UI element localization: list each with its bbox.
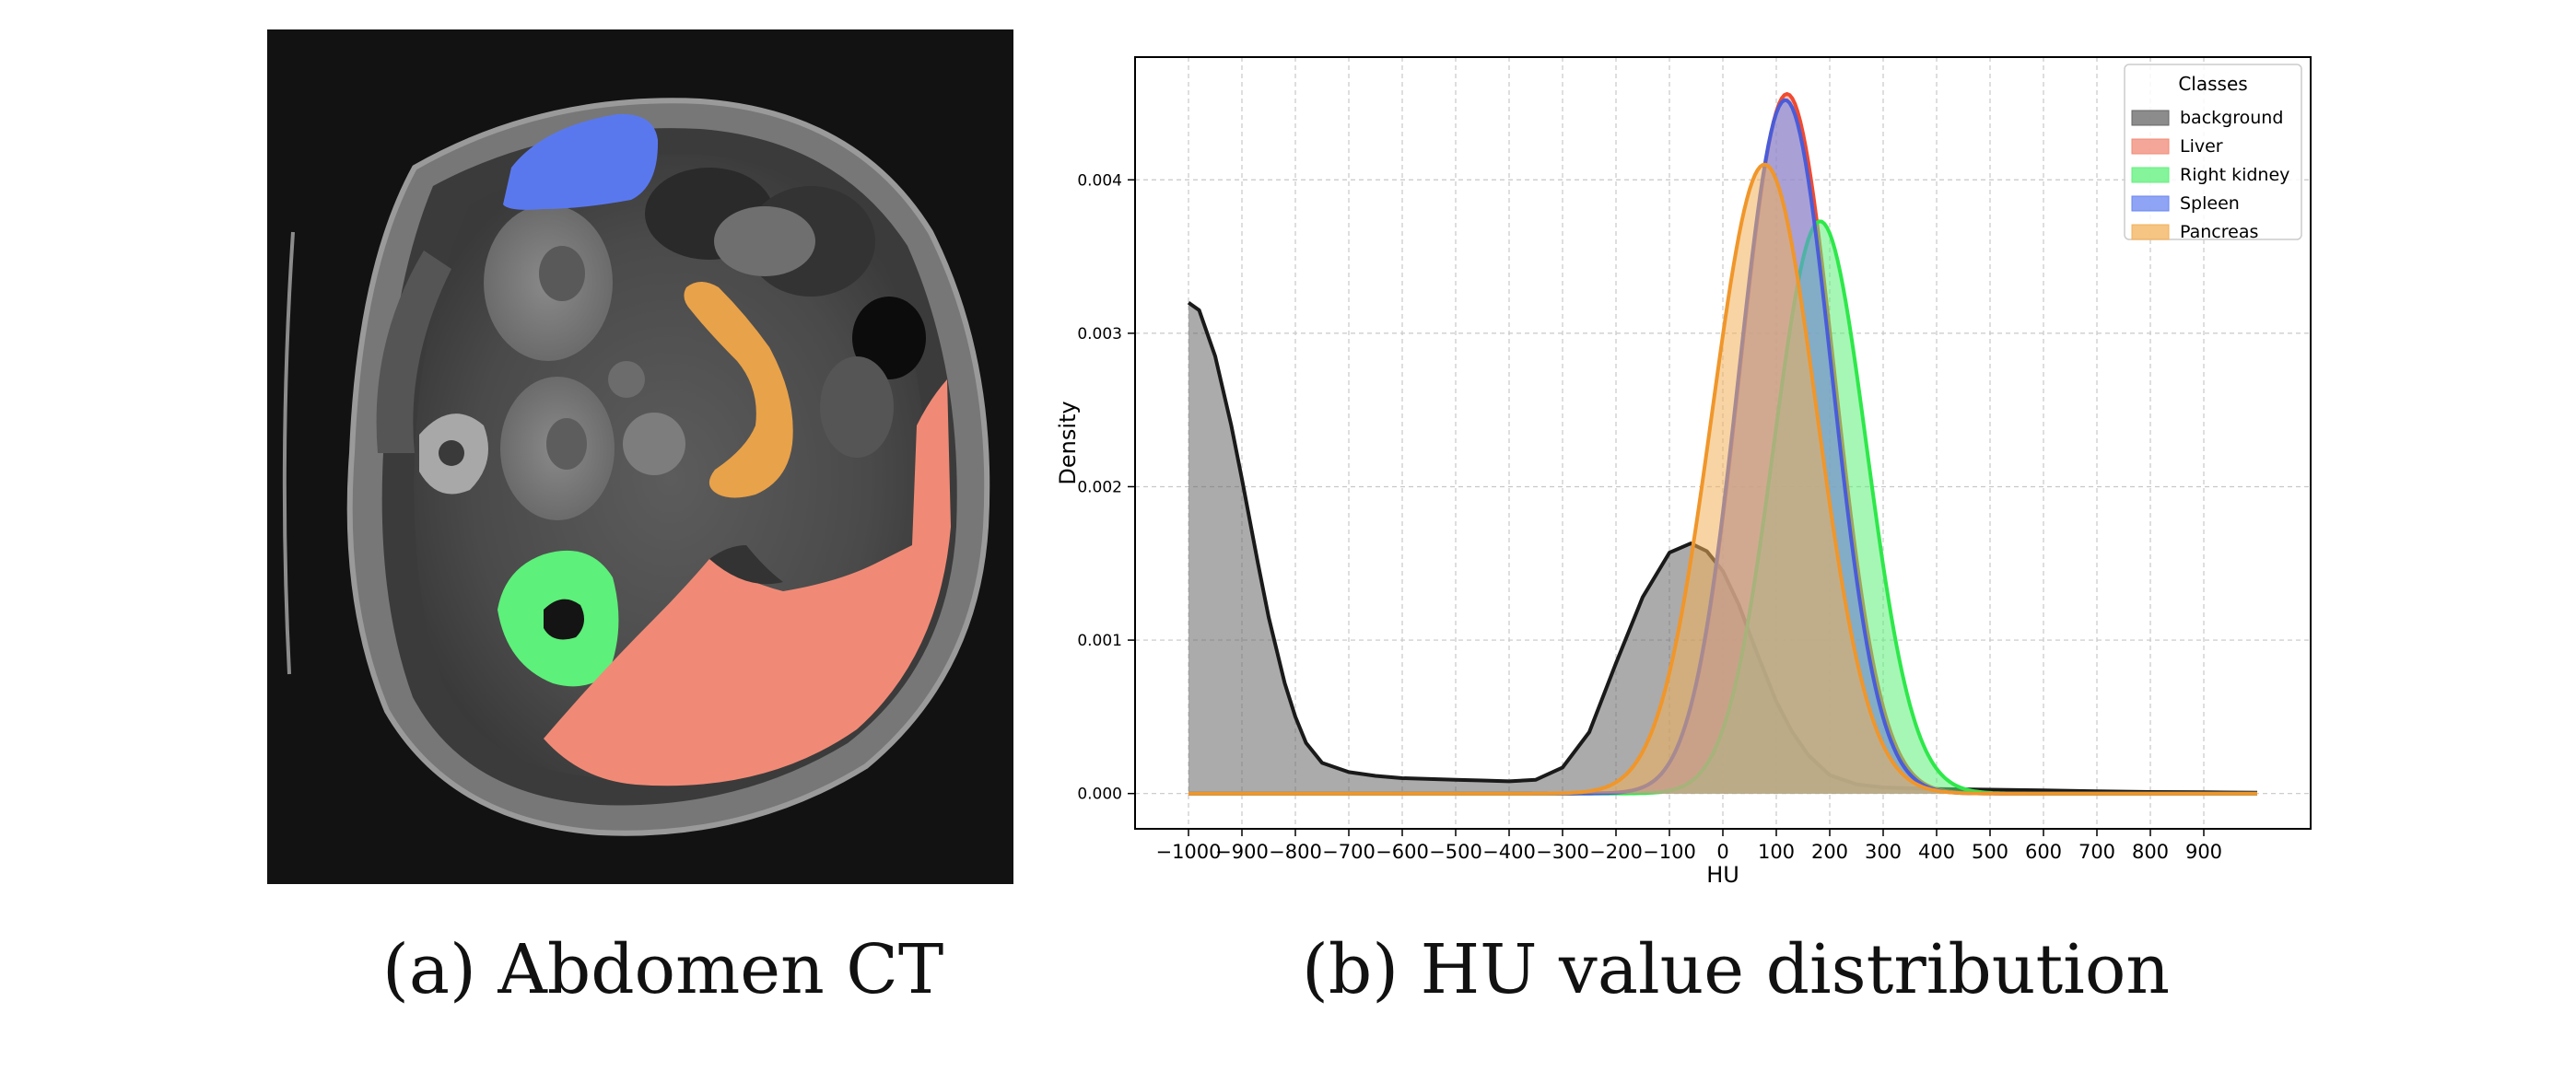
abdomen-ct-image xyxy=(267,29,1013,884)
spinal-canal xyxy=(439,440,464,466)
y-tick-label: 0.001 xyxy=(1077,632,1122,650)
liver-overlay xyxy=(544,379,951,786)
y-axis-label: Density xyxy=(1055,401,1081,484)
x-tick-label: 500 xyxy=(1972,841,2008,863)
x-tick-label: −700 xyxy=(1322,841,1376,863)
x-tick-label: −100 xyxy=(1643,841,1696,863)
legend-swatch xyxy=(2131,110,2170,126)
aorta xyxy=(623,413,685,475)
y-tick-label: 0.000 xyxy=(1077,786,1122,804)
renal-pelvis xyxy=(546,418,587,470)
x-tick-label: −400 xyxy=(1482,841,1536,863)
x-tick-label: 0 xyxy=(1716,841,1728,863)
caption-b: (b) HU value distribution xyxy=(1302,930,2171,1009)
x-tick-label: −600 xyxy=(1376,841,1429,863)
x-axis-label: HU xyxy=(1706,862,1739,888)
legend-swatch xyxy=(2131,138,2170,155)
liver-dark-band xyxy=(709,545,783,585)
y-tick-label: 0.004 xyxy=(1077,171,1122,190)
caption-a: (a) Abdomen CT xyxy=(382,930,944,1009)
renal-sinus xyxy=(544,599,584,640)
x-tick-label: 400 xyxy=(1918,841,1955,863)
x-tick-label: −800 xyxy=(1269,841,1322,863)
legend-label: Right kidney xyxy=(2180,165,2289,185)
x-tick-label: 700 xyxy=(2078,841,2115,863)
x-tick-label: 800 xyxy=(2132,841,2169,863)
legend-label: Pancreas xyxy=(2180,222,2258,242)
bowel-gas xyxy=(852,297,926,379)
legend-label: Spleen xyxy=(2180,193,2240,214)
x-tick-label: −1000 xyxy=(1155,841,1221,863)
series-line-pancreas xyxy=(1188,162,2257,796)
legend-swatch xyxy=(2131,195,2170,212)
spleen-overlay xyxy=(503,113,659,210)
x-tick-label: 100 xyxy=(1758,841,1795,863)
series-area-pancreas xyxy=(1188,164,2257,794)
y-tick-label: 0.003 xyxy=(1077,325,1122,344)
y-axis-ticks: 0.000 0.001 0.002 0.003 0.004 xyxy=(1077,171,1135,804)
legend-label: Liver xyxy=(2180,136,2223,157)
x-tick-label: 300 xyxy=(1865,841,1902,863)
x-tick-label: −300 xyxy=(1536,841,1589,863)
legend: Classes background Liver Right kidney Spleen… xyxy=(2124,64,2302,242)
muscle-wall xyxy=(376,250,451,453)
legend-swatch xyxy=(2131,224,2170,240)
vessel xyxy=(608,361,645,398)
x-axis-ticks: −1000−900 −800 −700 −600 −500 −400 −300 −200 −10… xyxy=(1155,829,2222,863)
pancreas-overlay xyxy=(684,282,793,498)
x-tick-label: −900 xyxy=(1215,841,1269,863)
x-tick-label: −500 xyxy=(1429,841,1482,863)
x-tick-label: 600 xyxy=(2025,841,2062,863)
x-tick-label: 900 xyxy=(2185,841,2222,863)
bowel-loop xyxy=(820,356,894,458)
legend-swatch xyxy=(2131,167,2170,183)
bowel-loop xyxy=(714,206,815,276)
x-tick-label: 200 xyxy=(1811,841,1848,863)
x-tick-label: −200 xyxy=(1589,841,1643,863)
renal-pelvis xyxy=(539,246,585,301)
legend-label: background xyxy=(2180,108,2283,128)
series-layer xyxy=(1187,92,2258,796)
legend-title: Classes xyxy=(2178,73,2247,95)
y-tick-label: 0.002 xyxy=(1077,478,1122,496)
scanner-table-arc xyxy=(282,231,295,675)
